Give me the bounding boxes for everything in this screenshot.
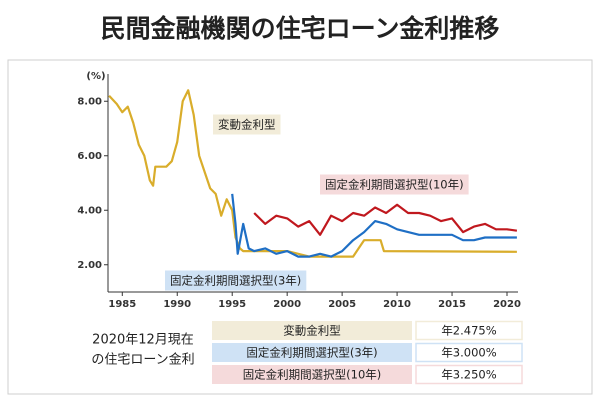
table-rate-cell	[415, 342, 523, 363]
y-tick-label: 4.00	[77, 205, 102, 216]
x-tick-label: 2015	[438, 299, 466, 310]
x-tick-label: 2005	[328, 299, 356, 310]
series-line	[253, 203, 518, 236]
x-tick-label: 2020	[493, 299, 521, 310]
table-rate: 年2.475%	[441, 324, 496, 338]
table-rate-cell	[415, 320, 523, 341]
x-tick-label: 2010	[383, 299, 411, 310]
table-name-cell	[212, 365, 412, 384]
series-label: 固定金利期間選択型(3年)	[170, 274, 301, 288]
table-rate: 年3.000%	[441, 346, 496, 360]
table-name: 固定金利期間選択型(3年)	[246, 346, 377, 360]
table-name-cell	[212, 321, 412, 340]
table-rate: 年3.250%	[441, 368, 496, 382]
y-tick-label: 2.00	[77, 260, 102, 271]
chart-title: 民間金融機関の住宅ローン金利推移	[101, 14, 500, 43]
x-tick-label: 1990	[163, 299, 191, 310]
x-tick-label: 2000	[273, 299, 301, 310]
y-tick-label: 6.00	[77, 151, 102, 162]
series-line	[231, 193, 517, 258]
table-name: 変動金利型	[283, 324, 341, 338]
series-line	[108, 89, 517, 258]
series-label: 固定金利期間選択型(10年)	[325, 178, 464, 192]
series-label-bg	[320, 174, 469, 195]
table-name: 固定金利期間選択型(10年)	[243, 368, 382, 382]
note-line: の住宅ローン金利	[91, 352, 194, 368]
panel-frame	[7, 59, 593, 395]
table-rate-cell	[415, 364, 523, 385]
y-tick-label: 8.00	[77, 96, 102, 107]
x-tick-label: 1995	[218, 299, 246, 310]
note-line: 2020年12月現在	[92, 333, 194, 348]
series-label-bg	[165, 270, 307, 291]
series-label: 変動金利型	[218, 118, 276, 132]
series-label-bg	[213, 114, 281, 135]
table-name-cell	[212, 343, 412, 362]
y-unit: (%)	[86, 71, 105, 82]
x-tick-label: 1985	[108, 299, 136, 310]
